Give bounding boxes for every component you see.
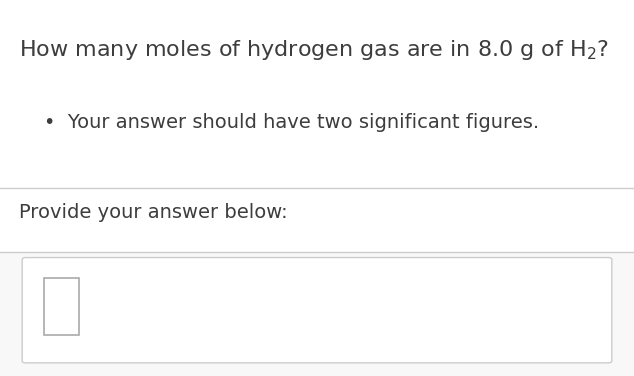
- Text: Provide your answer below:: Provide your answer below:: [19, 203, 288, 222]
- Text: How many moles of hydrogen gas are in 8.0 g of H$_2$?: How many moles of hydrogen gas are in 8.…: [19, 38, 609, 62]
- Text: •  Your answer should have two significant figures.: • Your answer should have two significan…: [44, 113, 540, 132]
- Text: mol: mol: [89, 297, 122, 315]
